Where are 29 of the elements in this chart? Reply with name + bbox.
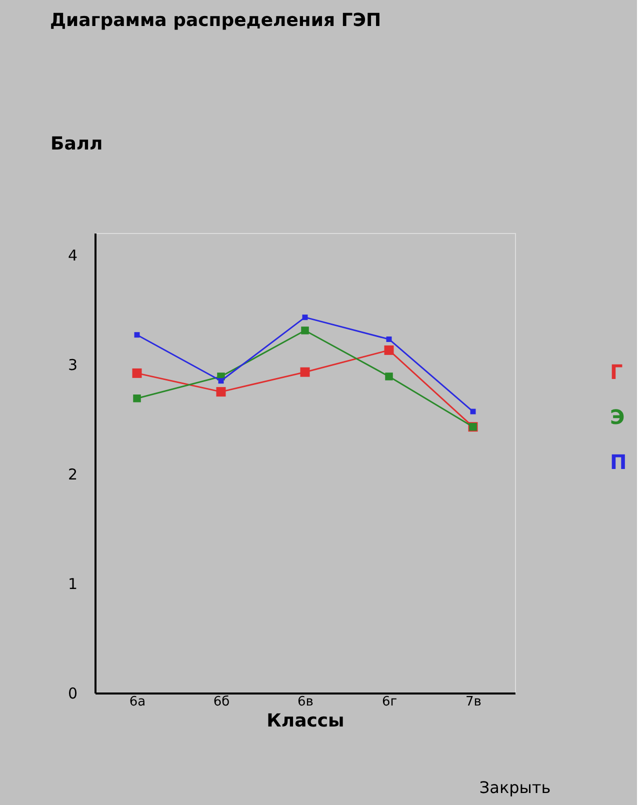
x-tick-label: 7в [466, 694, 482, 710]
chart-title: Диаграмма распределения ГЭП [50, 10, 382, 31]
point [134, 332, 140, 338]
point [386, 336, 392, 342]
point [132, 368, 142, 378]
x-tick-label: 6г [382, 694, 398, 710]
y-tick-label: 2 [68, 465, 78, 484]
y-tick-label: 4 [68, 246, 78, 264]
point [133, 394, 141, 402]
y-tick-label: 1 [68, 574, 78, 593]
point [300, 367, 310, 377]
point [385, 372, 393, 380]
point [301, 326, 309, 334]
point [384, 345, 394, 355]
point [218, 378, 224, 384]
text: П [610, 450, 627, 474]
x-axis-title: Классы [266, 710, 344, 732]
point [470, 408, 476, 414]
point [302, 314, 308, 320]
y-tick-label: 0 [68, 684, 78, 702]
x-tick-label: 6в [298, 694, 314, 710]
y-axis-title: Балл [50, 134, 103, 154]
text: Э [610, 405, 625, 429]
x-tick-label: 6а [129, 694, 146, 710]
text: Г [610, 360, 623, 384]
x-tick-label: 6б [213, 694, 230, 710]
y-tick-label: 3 [68, 356, 78, 374]
text: Закрыть [479, 778, 551, 797]
point [216, 387, 226, 397]
